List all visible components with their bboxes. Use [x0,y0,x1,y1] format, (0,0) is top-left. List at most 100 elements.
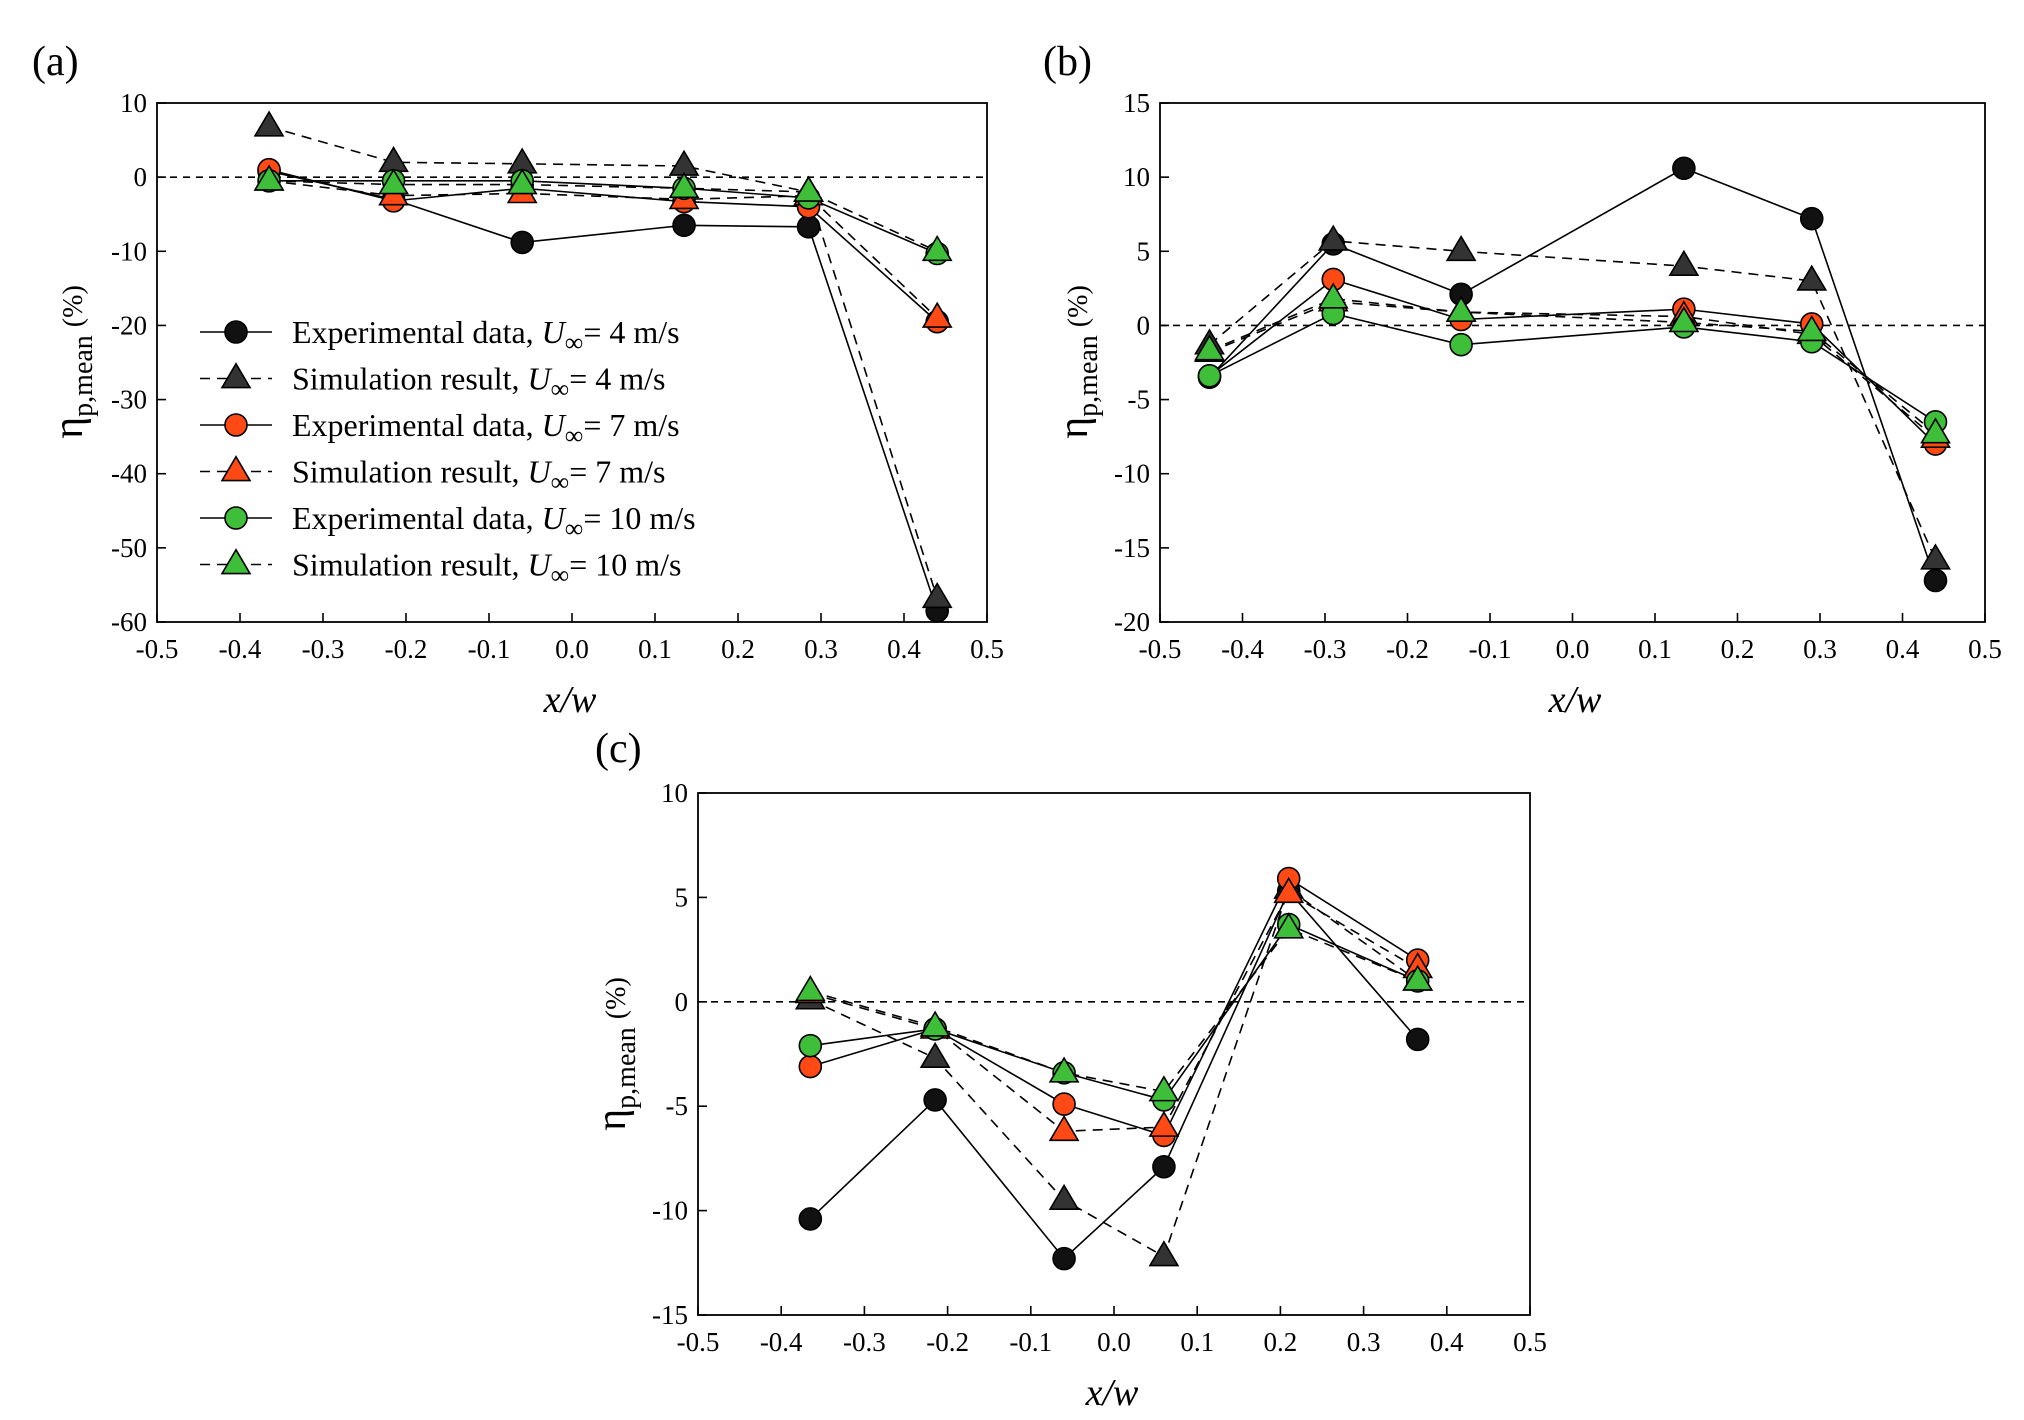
data-point-circle-s0-p1 [923,1088,947,1112]
series-line-2 [268,168,938,323]
y-tick-label: -5 [666,1091,689,1121]
data-point-triangle-s5-p1 [1317,282,1349,309]
plot-frame [1159,102,1986,623]
legend-label: Experimental data, U∞= 4 m/s [292,314,680,357]
x-tick-label: 0.4 [887,634,921,664]
x-tick-label: -0.3 [1304,634,1347,664]
data-point-triangle-s5-p0 [1194,334,1225,361]
x-tick-label: 0.4 [1886,634,1920,664]
legend-label: Simulation result, U∞= 7 m/s [292,454,665,497]
panel-a: -0.5 -0.4 -0.3 -0.2 -0.1 0.0 0.1 0.2 0.3 0.4 0.5 -6… [32,39,1004,721]
series-line-5 [810,927,1418,1093]
legend-label: Experimental data, U∞= 10 m/s [292,500,696,543]
x-tick-label: 0.2 [1264,1327,1298,1357]
y-tick-label: -15 [652,1300,688,1330]
series-line-0 [268,170,938,612]
data-point-triangle-s1-p4 [1796,264,1828,291]
data-point-triangle-s1-p1 [1317,224,1349,251]
panel-label: (b) [1043,39,1092,85]
data-point-circle-s0-p0 [798,1207,823,1231]
x-tick-label: -0.3 [843,1327,886,1357]
data-point-triangle-s5-p2 [1048,1056,1080,1083]
series-line-2 [810,877,1419,1137]
data-point-triangle-s5-p4 [1796,315,1828,342]
data-point-triangle-s3-p2 [1048,1114,1080,1142]
legend-entry-5: Simulation result, U∞= 10 m/s [200,547,681,590]
panel-label: (a) [32,39,79,85]
panel-b: -0.5 -0.4 -0.3 -0.2 -0.1 0.0 0.1 0.2 0.3 0.4 0.5 -2… [1043,39,2002,721]
data-point-triangle-s1-p3 [668,149,700,176]
series-line-4 [1209,312,1936,423]
y-tick-label: -10 [1114,459,1150,489]
data-point-triangle-s5-p1 [919,1010,951,1037]
legend-circle-marker-s2-p0 [224,413,248,437]
data-point-triangle-s1-p2 [1445,234,1477,262]
x-tick-label: -0.2 [385,634,428,664]
y-tick-label: 5 [675,882,689,912]
series-line-1 [268,125,938,599]
x-tick-label: -0.4 [760,1327,803,1357]
series-line-0 [1208,167,1937,581]
data-point-circle-s0-p3 [672,213,696,238]
data-point-circle-s0-p3 [1152,1154,1176,1179]
y-tick-label: -40 [111,459,147,489]
legend-entry-1: Simulation result, U∞= 4 m/s [200,361,665,404]
data-point-circle-s0-p2 [1052,1246,1076,1271]
y-tick-label: 10 [120,88,147,118]
data-point-triangle-s5-p2 [1445,295,1477,322]
x-tick-label: 0.0 [1556,634,1590,664]
data-point-circle-s4-p0 [798,1033,823,1058]
y-tick-label: -20 [111,310,147,340]
data-point-triangle-s1-p2 [1048,1183,1080,1211]
data-point-triangle-s1-p3 [1668,249,1700,276]
x-tick-label: -0.1 [1009,1327,1052,1357]
data-point-triangle-s3-p5 [921,301,953,328]
series-line-4 [269,180,938,255]
legend-circle-marker-s4-p0 [224,506,248,530]
x-tick-label: -0.2 [926,1327,969,1357]
series-line-2 [1209,278,1937,445]
x-axis-title: x/w [1085,1372,1139,1414]
y-tick-label: -15 [1114,533,1150,563]
y-tick-label: -5 [1128,385,1151,415]
x-tick-label: 0.1 [638,634,672,664]
data-point-triangle-s1-p3 [1148,1240,1180,1267]
x-tick-label: -0.5 [677,1327,720,1357]
panel-label: (c) [595,726,642,772]
legend-entry-2: Experimental data, U∞= 7 m/s [200,407,680,450]
legend-label: Experimental data, U∞= 7 m/s [292,407,680,450]
data-point-triangle-s5-p4 [793,175,824,202]
legend-triangle-marker-s3-p0 [220,455,252,482]
series-line-5 [1209,297,1937,435]
y-tick-label: 0 [675,987,689,1017]
data-point-circle-s2-p2 [1052,1092,1076,1116]
series-line-1 [1208,240,1937,561]
data-point-circle-s0-p5 [1405,1027,1430,1052]
y-axis-title: ηp,mean(%) [589,977,642,1131]
data-point-triangle-s5-p0 [253,164,285,191]
y-tick-label: 10 [661,778,688,808]
legend-circle-marker-s0-p0 [224,320,248,344]
y-tick-label: -10 [652,1196,688,1226]
x-tick-label: 0.2 [721,634,755,664]
data-point-triangle-s3-p3 [1148,1110,1180,1137]
data-point-triangle-s5-p4 [1273,912,1305,939]
y-tick-label: 10 [1123,162,1150,192]
x-tick-label: 0.3 [804,634,838,664]
x-tick-label: -0.3 [302,634,345,664]
y-tick-label: 0 [134,162,148,192]
x-axis-title: x/w [543,679,597,721]
data-point-triangle-s1-p5 [1920,543,1951,570]
y-tick-label: 0 [1137,310,1151,340]
legend-entry-3: Simulation result, U∞= 7 m/s [200,454,665,497]
data-point-circle-s0-p3 [1672,156,1696,181]
x-tick-label: 0.3 [1347,1327,1381,1357]
data-point-triangle-s5-p2 [506,168,538,195]
series-line-1 [809,887,1419,1258]
data-point-circle-s2-p0 [798,1054,823,1079]
panel-c: -0.5 -0.4 -0.3 -0.2 -0.1 0.0 0.1 0.2 0.3 0.4 0.5 -1… [589,726,1547,1414]
x-tick-label: 0.1 [1180,1327,1214,1357]
plot-frame [697,792,1531,1316]
